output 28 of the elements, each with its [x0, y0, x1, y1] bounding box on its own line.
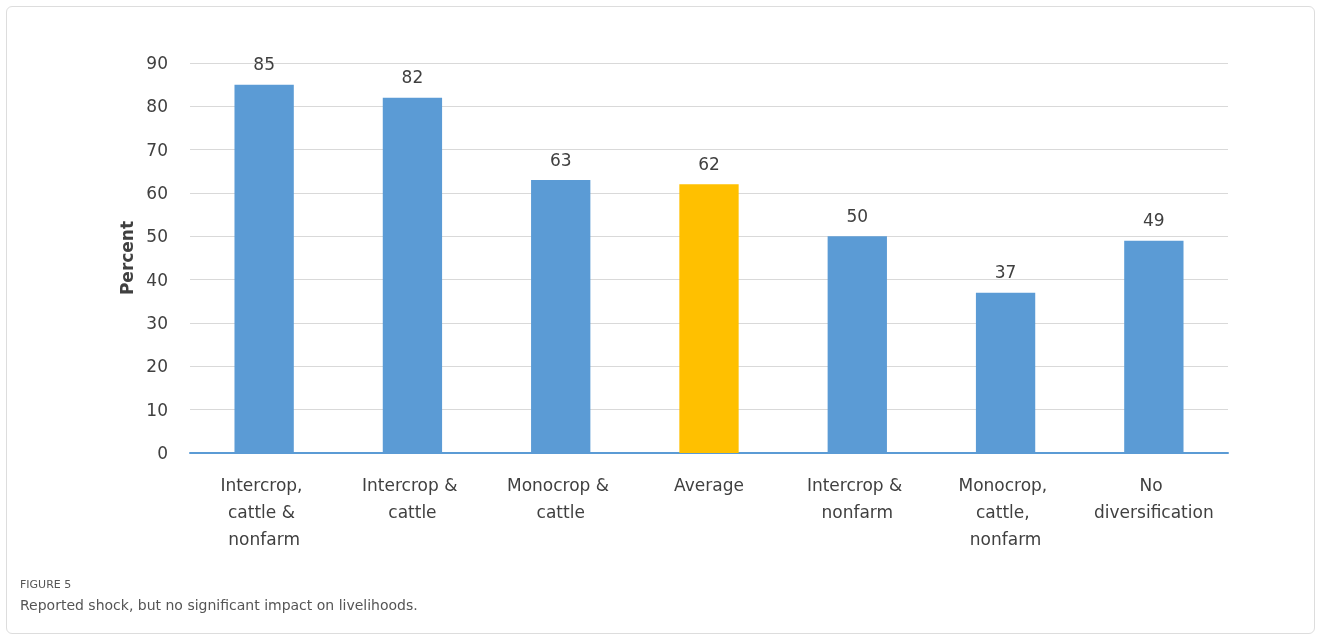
- x-tick-label: Intercrop & cattle: [362, 474, 463, 522]
- x-tick-label: Monocrop & cattle: [506, 474, 615, 522]
- data-label: 49: [1143, 210, 1165, 231]
- y-tick-label: 60: [146, 183, 168, 203]
- data-label: 63: [549, 149, 572, 170]
- data-label: 62: [698, 153, 720, 174]
- y-axis-title: Percent: [116, 220, 137, 296]
- data-label: 50: [846, 205, 869, 226]
- x-tick-label: No diversification: [1094, 474, 1214, 522]
- caption: FIGURE 5: [20, 578, 73, 591]
- y-tick-label: 10: [146, 399, 168, 420]
- y-tick-label: 50: [146, 226, 168, 247]
- y-tick-label: 40: [146, 269, 168, 290]
- y-tick-label: 0: [157, 443, 168, 463]
- x-tick-label: Average: [674, 474, 744, 495]
- text: Reported shock, but no significant impact on livelihoods.: [20, 597, 418, 613]
- x-tick-label: Intercrop & nonfarm: [806, 474, 908, 522]
- bar: [679, 184, 739, 453]
- y-tick-label: 20: [146, 356, 168, 377]
- y-tick-label: 80: [146, 96, 168, 117]
- data-label: 85: [253, 54, 275, 75]
- y-tick-label: 70: [146, 139, 168, 160]
- x-tick-label: Intercrop, cattle & nonfarm: [220, 474, 308, 549]
- y-tick-label: 90: [146, 53, 168, 73]
- data-label: 82: [401, 67, 424, 88]
- y-tick-label: 30: [146, 313, 168, 333]
- x-tick-label: Monocrop, cattle, nonfarm: [958, 474, 1053, 549]
- data-label: 37: [994, 262, 1017, 283]
